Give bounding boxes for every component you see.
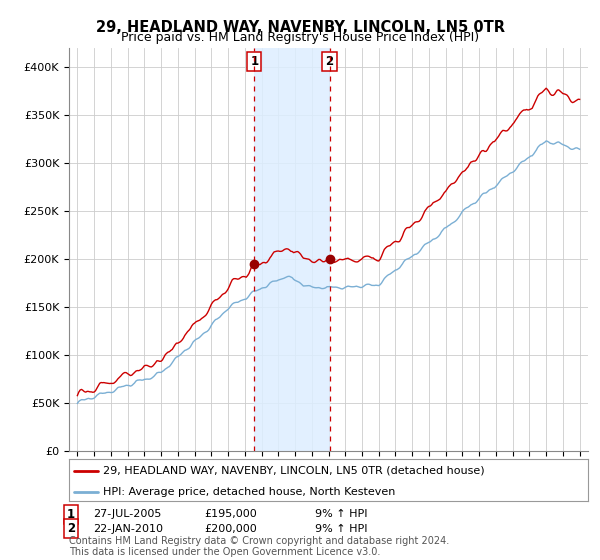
Text: £200,000: £200,000 bbox=[204, 524, 257, 534]
Text: £195,000: £195,000 bbox=[204, 509, 257, 519]
Text: 2: 2 bbox=[67, 522, 75, 535]
Text: 9% ↑ HPI: 9% ↑ HPI bbox=[315, 509, 367, 519]
Text: 29, HEADLAND WAY, NAVENBY, LINCOLN, LN5 0TR (detached house): 29, HEADLAND WAY, NAVENBY, LINCOLN, LN5 … bbox=[103, 465, 484, 475]
Text: 27-JUL-2005: 27-JUL-2005 bbox=[93, 509, 161, 519]
Text: 29, HEADLAND WAY, NAVENBY, LINCOLN, LN5 0TR: 29, HEADLAND WAY, NAVENBY, LINCOLN, LN5 … bbox=[95, 20, 505, 35]
Text: HPI: Average price, detached house, North Kesteven: HPI: Average price, detached house, Nort… bbox=[103, 487, 395, 497]
Text: 22-JAN-2010: 22-JAN-2010 bbox=[93, 524, 163, 534]
Text: 2: 2 bbox=[325, 55, 334, 68]
Text: 1: 1 bbox=[250, 55, 259, 68]
Text: Price paid vs. HM Land Registry's House Price Index (HPI): Price paid vs. HM Land Registry's House … bbox=[121, 31, 479, 44]
Text: Contains HM Land Registry data © Crown copyright and database right 2024.
This d: Contains HM Land Registry data © Crown c… bbox=[69, 535, 449, 557]
Text: 1: 1 bbox=[67, 507, 75, 521]
Text: 9% ↑ HPI: 9% ↑ HPI bbox=[315, 524, 367, 534]
Bar bbox=[254, 48, 329, 451]
